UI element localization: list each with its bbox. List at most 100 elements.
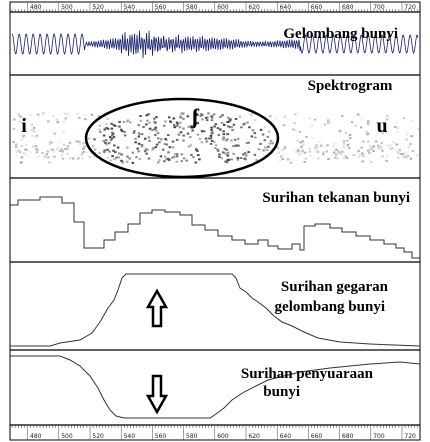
spectrogram-cell [230, 158, 233, 161]
spectrogram-cell [165, 143, 169, 146]
spectrogram-cell [323, 123, 327, 126]
panel-label: Surihan gegaran [281, 279, 389, 295]
spectrogram-cell [66, 152, 69, 155]
spectrogram-cell [326, 144, 329, 147]
spectrogram-cell [34, 145, 38, 148]
spectrogram-cell [316, 145, 319, 148]
spectrogram-cell [164, 120, 167, 123]
spectrogram-cell [257, 148, 261, 151]
spectrogram-cell [12, 141, 15, 144]
spectrogram-cell [64, 117, 67, 120]
spectrogram [12, 112, 420, 164]
ruler-label: 520 [92, 433, 104, 440]
ruler-label: 600 [217, 433, 229, 440]
spectrogram-cell [76, 158, 80, 161]
spectrogram-cell [222, 133, 226, 136]
spectrogram-cell [381, 149, 384, 152]
spectrogram-cell [204, 137, 208, 140]
spectrogram-cell [105, 123, 108, 126]
spectrogram-cell [93, 148, 97, 151]
spectrogram-cell [200, 141, 204, 144]
spectrogram-cell [53, 132, 56, 135]
spectrogram-cell [302, 143, 305, 146]
spectrogram-cell [377, 144, 380, 147]
spectrogram-cell [42, 112, 45, 115]
spectrogram-cell [30, 128, 34, 131]
spectrogram-cell [196, 113, 199, 116]
spectrogram-cell [60, 148, 63, 151]
spectrogram-cell [176, 123, 179, 126]
spectrogram-cell [159, 138, 163, 141]
up-arrow [145, 288, 169, 328]
spectrogram-cell [261, 133, 265, 136]
spectrogram-cell [66, 112, 69, 115]
ruler-label: 700 [373, 433, 385, 440]
spectrogram-cell [404, 151, 407, 154]
spectrogram-cell [62, 120, 66, 123]
spectrogram-cell [415, 154, 419, 157]
spectrogram-cell [280, 155, 283, 158]
spectrogram-cell [76, 112, 79, 115]
spectrogram-cell [173, 126, 176, 129]
spectrogram-cell [362, 154, 365, 157]
spectrogram-cell [90, 113, 94, 116]
spectrogram-cell [340, 153, 343, 156]
spectrogram-cell [55, 118, 59, 121]
spectrogram-cell [268, 142, 272, 145]
spectrogram-cell [48, 161, 51, 164]
spectrogram-cell [263, 126, 267, 129]
spectrogram-cell [220, 157, 223, 160]
spectrogram-cell [347, 143, 350, 146]
spectrogram-cell [357, 156, 360, 159]
spectrogram-cell [249, 113, 253, 116]
spectrogram-cell [189, 136, 192, 139]
spectrogram-cell [24, 117, 28, 120]
spectrogram-cell [81, 151, 84, 154]
spectrogram-cell [45, 153, 49, 156]
spectrogram-cell [367, 149, 370, 152]
spectrogram-cell [405, 133, 409, 136]
spectrogram-cell [136, 147, 139, 150]
spectrogram-cell [196, 149, 199, 152]
spectrogram-cell [197, 154, 200, 157]
spectrogram-cell [250, 135, 254, 138]
spectrogram-cell [387, 144, 391, 147]
spectrogram-cell [236, 157, 240, 160]
spectrogram-cell [62, 143, 66, 146]
spectrogram-cell [289, 161, 293, 164]
spectrogram-cell [68, 157, 72, 160]
spectrogram-cell [14, 149, 18, 152]
ruler-label: 580 [186, 433, 198, 440]
spectrogram-cell [175, 160, 178, 163]
spectrogram-cell [131, 161, 135, 164]
spectrogram-cell [145, 152, 148, 155]
spectrogram-cell [148, 139, 151, 142]
spectrogram-cell [187, 145, 191, 148]
spectrogram-cell [120, 153, 123, 156]
spectrogram-cell [300, 145, 303, 148]
spectrogram-cell [394, 148, 398, 151]
spectrogram-cell [33, 130, 36, 133]
spectrogram-cell [226, 120, 229, 123]
spectrogram-cell [361, 160, 365, 163]
spectrogram-cell [380, 141, 384, 144]
spectrogram-cell [75, 140, 78, 143]
spectrogram-cell [210, 128, 213, 131]
spectrogram-cell [210, 126, 213, 129]
spectrogram-cell [180, 112, 183, 115]
spectrogram-cell [178, 126, 182, 129]
spectrogram-cell [318, 140, 321, 143]
spectrogram-cell [114, 151, 117, 154]
spectrogram-cell [228, 126, 232, 129]
spectrogram-cell [265, 149, 269, 152]
spectrogram-cell [106, 148, 109, 151]
spectrogram-cell [271, 142, 274, 145]
spectrogram-cell [182, 157, 186, 160]
spectrogram-cell [148, 121, 151, 124]
spectrogram-cell [147, 136, 151, 139]
spectrogram-cell [202, 130, 206, 133]
spectrogram-cell [409, 157, 413, 160]
spectrogram-cell [137, 135, 141, 138]
spectrogram-cell [417, 128, 420, 131]
spectrogram-cell [107, 142, 111, 145]
